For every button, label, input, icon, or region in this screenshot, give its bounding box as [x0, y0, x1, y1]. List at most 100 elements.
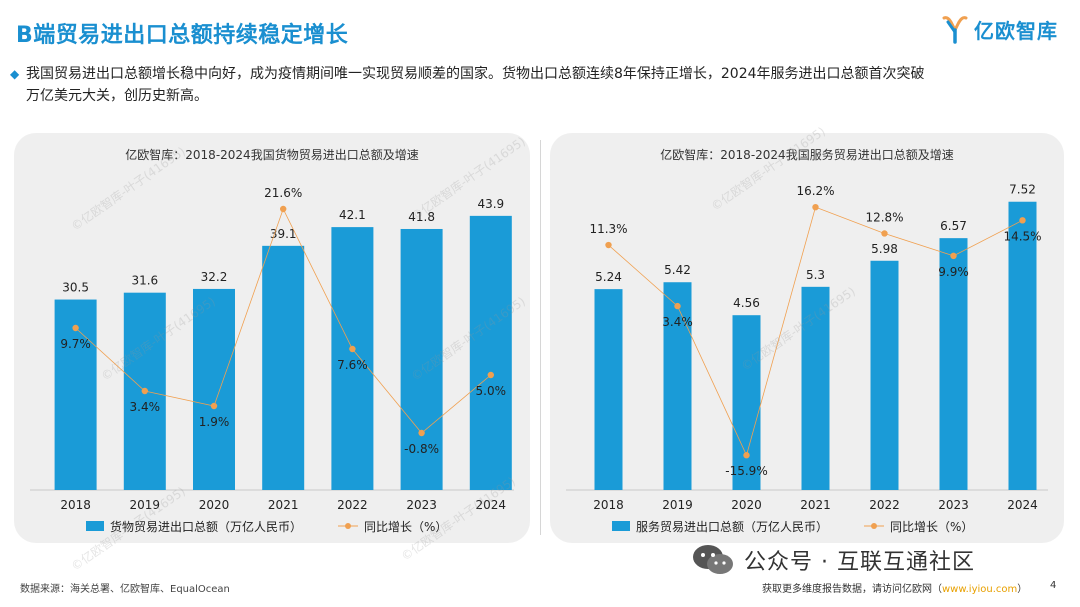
x-tick-label: 2020	[731, 498, 762, 512]
growth-point	[487, 371, 494, 379]
bar	[54, 299, 97, 490]
legend-bar-label: 货物贸易进出口总额（万亿人民币）	[110, 519, 302, 534]
growth-label: 3.4%	[130, 400, 161, 414]
bar-value-label: 5.98	[871, 242, 898, 256]
wechat-overlay: 公众号 · 互联互通社区	[690, 542, 975, 578]
growth-label: 3.4%	[662, 315, 693, 329]
intro-line-1: 我国贸易进出口总额增长稳中向好，成为疫情期间唯一实现贸易顺差的国家。货物出口总额…	[26, 66, 925, 82]
service-trade-chart-panel: 亿欧智库：2018-2024我国服务贸易进出口总额及增速 5.24 2018 5.42…	[550, 133, 1064, 543]
iyiou-link[interactable]: www.iyiou.com	[942, 584, 1018, 595]
growth-label: 9.7%	[60, 337, 91, 351]
growth-point	[141, 387, 148, 395]
bar	[262, 245, 305, 490]
growth-label: -15.9%	[725, 464, 767, 478]
bar	[939, 238, 968, 490]
growth-point	[605, 241, 612, 249]
growth-label: 9.9%	[938, 265, 969, 279]
x-tick-label: 2024	[1007, 498, 1038, 512]
growth-point	[349, 345, 356, 353]
legend-line-marker	[345, 523, 351, 529]
growth-point	[881, 230, 888, 237]
diamond-bullet-icon: ◆	[10, 67, 20, 81]
x-tick-label: 2023	[406, 498, 437, 512]
growth-label: 12.8%	[865, 210, 903, 224]
bar-value-label: 5.3	[806, 268, 825, 282]
legend-line-label: 同比增长（%）	[890, 520, 973, 534]
growth-label: -0.8%	[404, 442, 439, 456]
x-tick-label: 2019	[662, 498, 693, 512]
bar-value-label: 42.1	[339, 208, 366, 222]
brand-name: 亿欧智库	[974, 18, 1058, 43]
bar-value-label: 7.52	[1009, 183, 1036, 197]
bar	[870, 260, 899, 490]
legend-bar-swatch	[86, 521, 104, 531]
legend-bar-label: 服务贸易进出口总额（万亿人民币）	[636, 519, 828, 534]
chart-title: 亿欧智库：2018-2024我国货物贸易进出口总额及增速	[125, 147, 418, 162]
bar	[400, 228, 443, 490]
legend-line-label: 同比增长（%）	[364, 520, 447, 534]
growth-point	[743, 452, 750, 459]
x-tick-label: 2024	[476, 498, 507, 512]
bar-value-label: 4.56	[733, 296, 760, 310]
x-tick-label: 2018	[60, 498, 91, 512]
legend-bar-swatch	[612, 521, 630, 531]
service-trade-chart: 亿欧智库：2018-2024我国服务贸易进出口总额及增速 5.24 2018 5.42…	[566, 147, 1048, 534]
intro-paragraph: ◆ 我国贸易进出口总额增长稳中向好，成为疫情期间唯一实现贸易顺差的国家。货物出口…	[10, 63, 1056, 107]
wechat-account-text: 公众号 · 互联互通社区	[744, 550, 975, 575]
x-tick-label: 2019	[130, 498, 161, 512]
growth-point	[812, 203, 819, 211]
growth-label: 7.6%	[337, 358, 368, 372]
bar-value-label: 31.6	[131, 274, 158, 288]
growth-point	[950, 252, 957, 260]
growth-point	[72, 324, 79, 332]
goods-trade-chart-panel: 亿欧智库：2018-2024我国货物贸易进出口总额及增速 30.5 2018 31.6…	[14, 133, 530, 543]
data-source: 数据来源：海关总署、亿欧智库、EqualOcean	[20, 584, 230, 595]
growth-point	[280, 205, 287, 213]
growth-point	[418, 429, 425, 437]
bar	[331, 227, 374, 490]
growth-label: 21.6%	[264, 186, 302, 200]
x-tick-label: 2021	[268, 498, 299, 512]
growth-label: 11.3%	[589, 222, 627, 236]
bar	[469, 215, 512, 490]
growth-label: 5.0%	[476, 384, 507, 398]
growth-point	[1019, 217, 1026, 224]
bar	[732, 315, 761, 490]
bar	[801, 286, 830, 490]
more-info-prefix: 获取更多维度报告数据，请访问亿欧网（	[762, 584, 942, 595]
bar-value-label: 5.42	[664, 263, 691, 277]
growth-label: 14.5%	[1003, 229, 1041, 243]
x-tick-label: 2022	[337, 498, 368, 512]
bar-value-label: 30.5	[62, 281, 89, 295]
bar	[1008, 201, 1037, 490]
x-tick-label: 2021	[800, 498, 831, 512]
growth-point	[210, 402, 218, 410]
yiou-logo-icon	[942, 16, 968, 44]
more-info-text: 获取更多维度报告数据，请访问亿欧网（www.iyiou.com）	[762, 580, 1027, 595]
growth-label: 1.9%	[199, 415, 230, 429]
growth-point	[674, 302, 681, 310]
chart-title: 亿欧智库：2018-2024我国服务贸易进出口总额及增速	[660, 147, 953, 162]
bar-value-label: 41.8	[408, 210, 435, 224]
brand-logo: 亿欧智库	[942, 14, 1058, 44]
x-tick-label: 2020	[199, 498, 230, 512]
x-tick-label: 2023	[938, 498, 969, 512]
growth-label: 16.2%	[796, 184, 834, 198]
legend-line-marker	[871, 523, 877, 529]
bar	[193, 288, 235, 490]
bar-value-label: 43.9	[477, 197, 504, 211]
page-title: B端贸易进出口总额持续稳定增长	[16, 23, 349, 48]
panel-divider	[540, 140, 541, 535]
bar-value-label: 32.2	[201, 270, 228, 284]
intro-line-2: 万亿美元大关，创历史新高。	[26, 88, 208, 104]
page-number: 4	[1050, 580, 1057, 591]
bar-value-label: 6.57	[940, 219, 967, 233]
bar	[663, 282, 692, 490]
goods-trade-chart: 亿欧智库：2018-2024我国货物贸易进出口总额及增速 30.5 2018 31.6…	[30, 147, 514, 534]
x-tick-label: 2022	[869, 498, 900, 512]
x-tick-label: 2018	[593, 498, 624, 512]
wechat-icon	[693, 545, 733, 574]
bar	[594, 289, 623, 490]
more-info-suffix: ）	[1017, 584, 1028, 595]
bar-value-label: 5.24	[595, 270, 622, 284]
